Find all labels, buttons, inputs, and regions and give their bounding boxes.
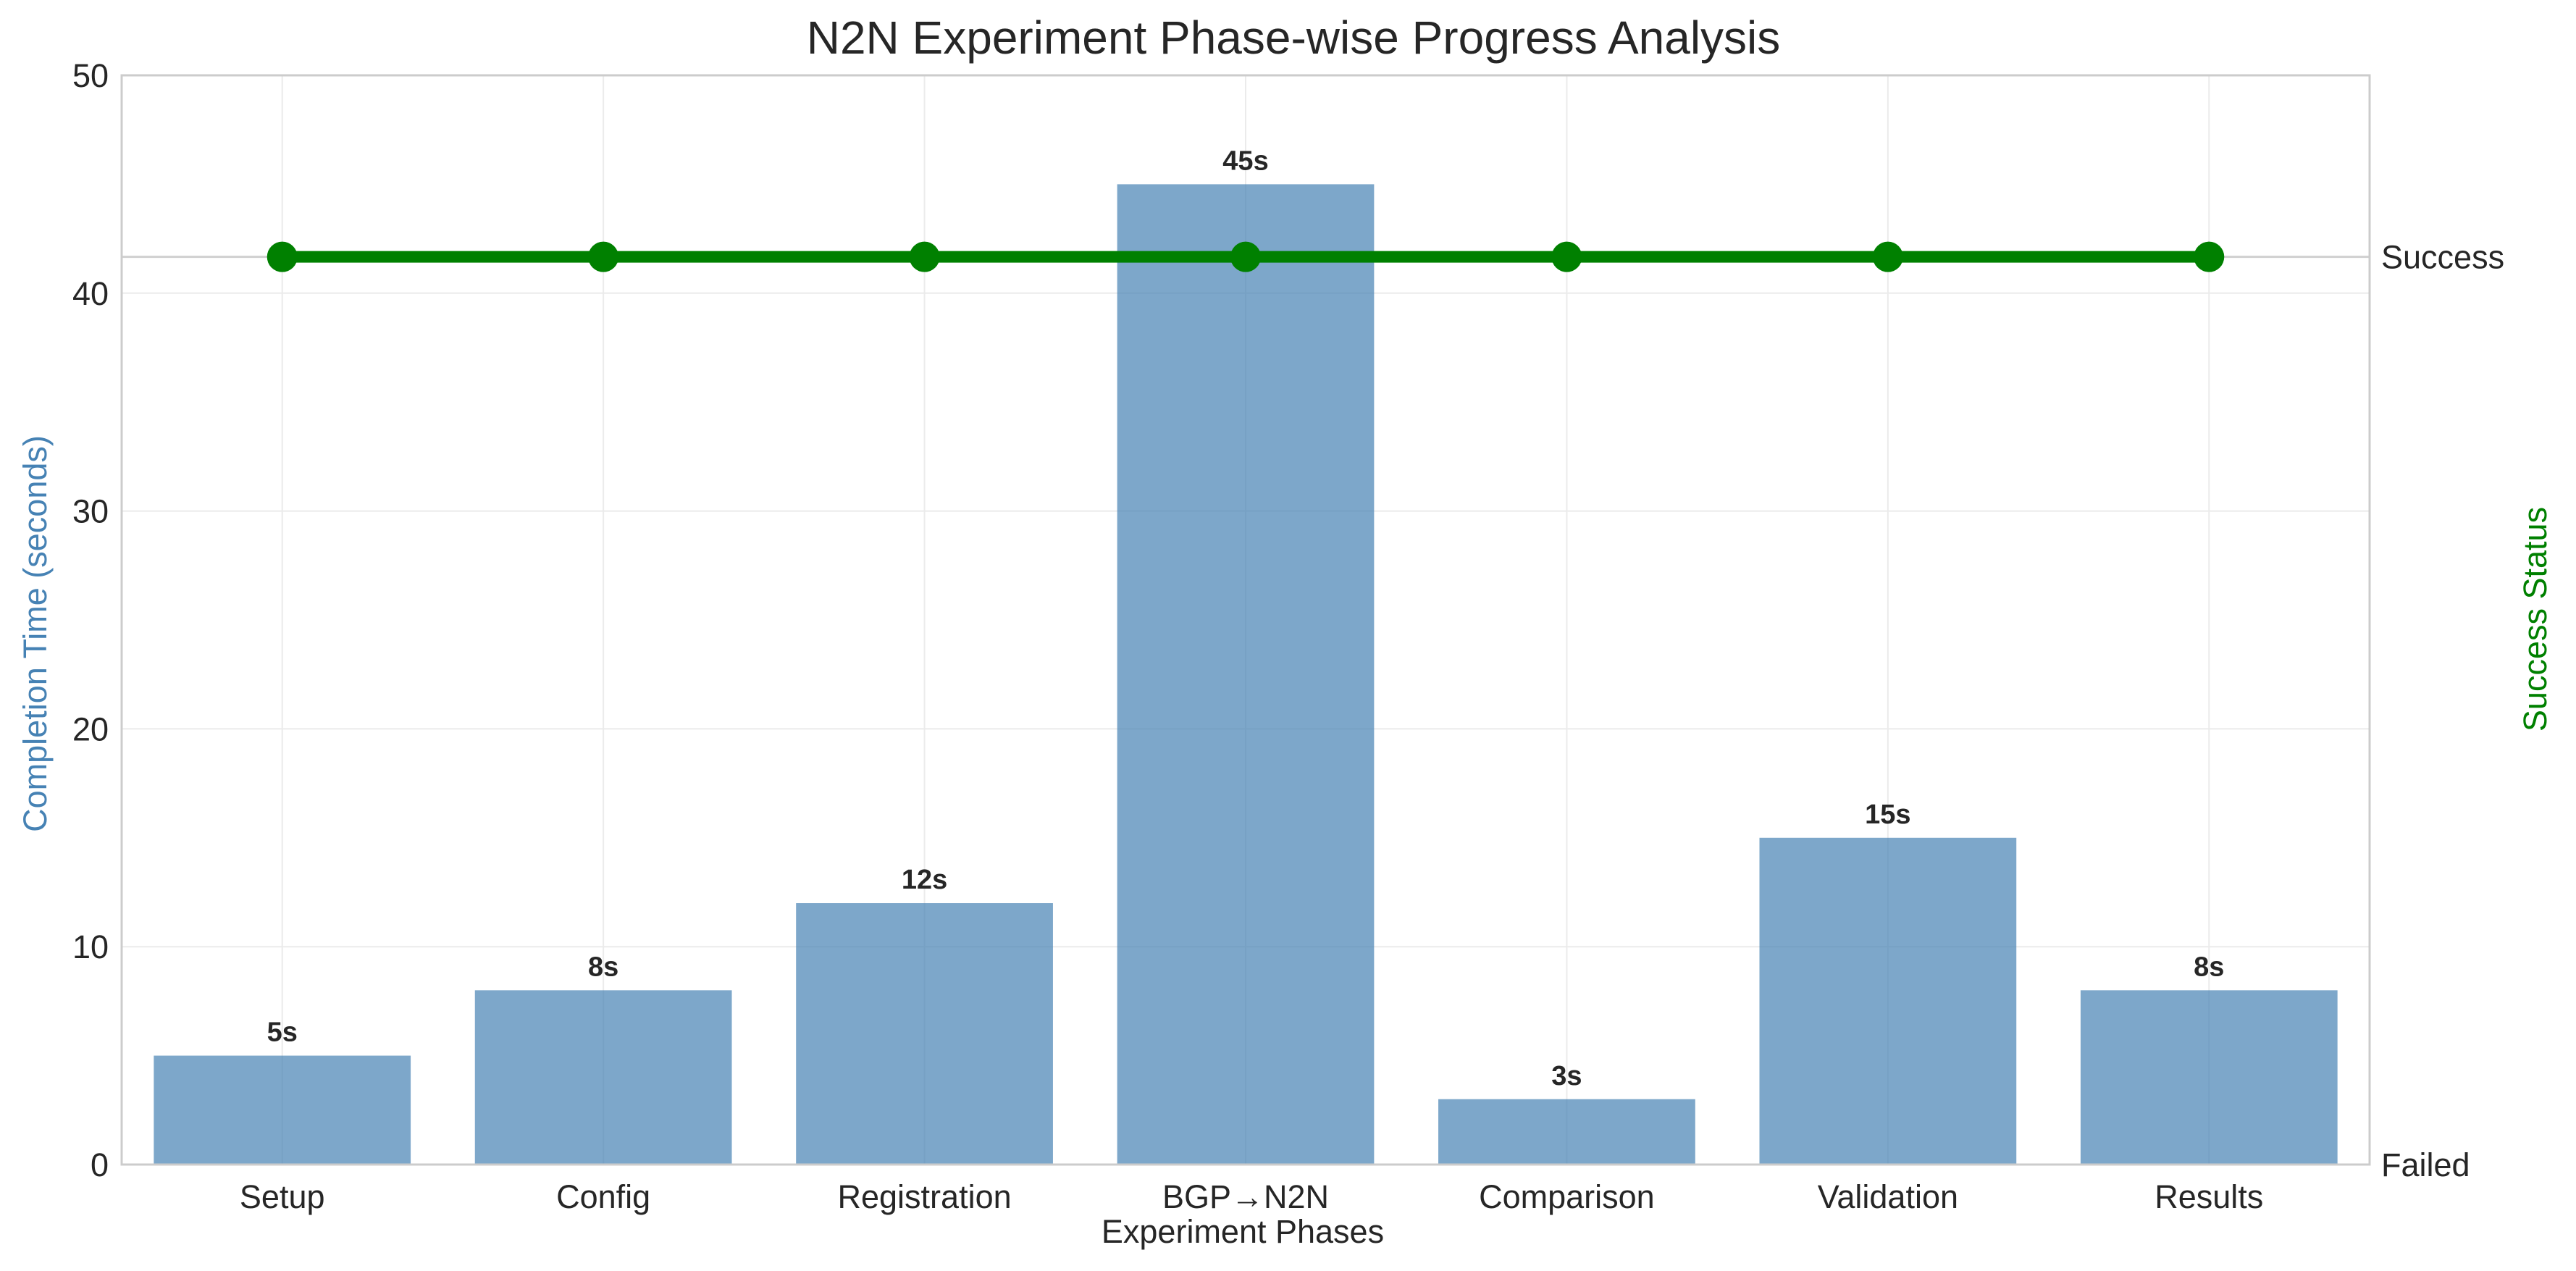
bar-bgp-n2n	[1117, 184, 1375, 1165]
x-tick-label: Results	[2155, 1178, 2263, 1215]
success-point	[588, 241, 619, 272]
y2-axis-title: Success Status	[2517, 507, 2554, 731]
y-tick-label: 40	[72, 275, 109, 312]
x-tick-label: BGP→N2N	[1162, 1178, 1329, 1215]
x-tick-label: Comparison	[1479, 1178, 1655, 1215]
bar-validation	[1759, 837, 2017, 1165]
success-point	[2194, 241, 2225, 272]
success-line-series	[267, 241, 2225, 272]
success-point	[1230, 241, 1261, 272]
y-tick-label: 0	[91, 1146, 109, 1183]
bar-value-label: 3s	[1551, 1061, 1582, 1091]
success-point	[1872, 241, 1903, 272]
y-tick-labels: 0 10 20 30 40 50	[72, 57, 109, 1183]
bar-setup	[154, 1055, 411, 1165]
x-tick-label: Setup	[240, 1178, 325, 1215]
success-point	[267, 241, 298, 272]
x-tick-label: Config	[556, 1178, 650, 1215]
y2-tick-label: Failed	[2381, 1146, 2470, 1183]
x-axis-title: Experiment Phases	[1102, 1213, 1384, 1250]
x-tick-label: Registration	[838, 1178, 1012, 1215]
x-tick-label: Validation	[1818, 1178, 1958, 1215]
bar-value-label: 5s	[267, 1018, 298, 1048]
bar-value-label: 45s	[1222, 146, 1268, 176]
bar-value-label: 12s	[902, 865, 947, 895]
bar-registration	[796, 903, 1053, 1165]
plot-frame	[120, 74, 2371, 1166]
y-tick-label: 20	[72, 710, 109, 747]
y2-tick-label: Success	[2381, 239, 2504, 276]
success-point	[909, 241, 940, 272]
bar-value-label: 15s	[1865, 800, 1910, 830]
bar-value-labels: 5s 8s 12s 45s 3s 15s 8s	[267, 146, 2225, 1091]
y-tick-label: 10	[72, 928, 109, 965]
bar-value-label: 8s	[588, 952, 618, 982]
bar-value-label: 8s	[2194, 952, 2224, 982]
plot-border	[120, 74, 2371, 1166]
x-tick-labels: Setup Config Registration BGP→N2N Comparison…	[240, 1178, 2263, 1215]
y-axis-title: Completion Time (seconds)	[17, 435, 54, 832]
bar-comparison	[1438, 1099, 1695, 1165]
success-point	[1551, 241, 1582, 272]
bars	[154, 184, 2338, 1165]
bar-results	[2080, 990, 2338, 1165]
y-tick-label: 50	[72, 57, 109, 94]
y-tick-label: 30	[72, 493, 109, 530]
y2-tick-labels: Failed Success	[2381, 239, 2504, 1183]
chart-title: N2N Experiment Phase-wise Progress Analy…	[807, 12, 1781, 64]
bar-config	[474, 990, 732, 1165]
